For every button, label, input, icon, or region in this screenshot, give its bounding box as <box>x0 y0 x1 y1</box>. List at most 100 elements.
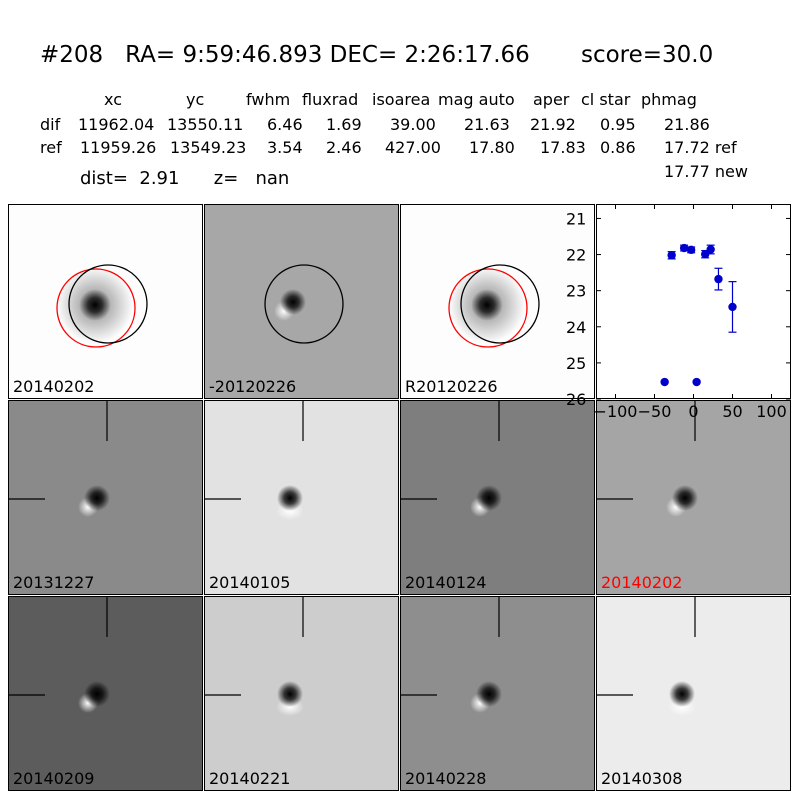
table-cell: 21.63 <box>464 115 510 134</box>
stamp-panel: 20140308 <box>596 596 791 791</box>
table-cell: 0.86 <box>600 138 636 157</box>
stamp-label: 20131227 <box>13 573 95 592</box>
stamp-panel: 20140202 <box>8 204 203 399</box>
star-blob <box>79 289 111 321</box>
stamp-label: R20120226 <box>405 377 498 396</box>
column-header: isoarea <box>372 90 431 109</box>
plot-frame <box>596 204 791 399</box>
y-tick-label: 22 <box>566 246 586 265</box>
column-header: mag auto <box>438 90 515 109</box>
stamp-image <box>205 205 398 398</box>
stamp-label: 20140221 <box>209 769 291 788</box>
table-cell: 3.54 <box>267 138 303 157</box>
x-tick-label: −50 <box>638 402 672 421</box>
table-cell: 2.46 <box>326 138 362 157</box>
y-tick-label: 25 <box>566 354 586 373</box>
stamp-panel: 20140221 <box>204 596 399 791</box>
stamp-label: 20140308 <box>601 769 683 788</box>
data-point <box>667 251 676 260</box>
table-cell: 13550.11 <box>167 115 244 134</box>
data-point <box>660 377 669 387</box>
data-point <box>728 302 737 312</box>
y-tick-label: 24 <box>566 318 586 337</box>
stamp-panel: 20140228 <box>400 596 595 791</box>
stamp-panel: -20120226 <box>204 204 399 399</box>
y-tick-label: 21 <box>566 209 586 228</box>
table-cell: 11962.04 <box>78 115 155 134</box>
stamp-image <box>597 401 790 594</box>
spot-dark <box>277 681 303 707</box>
table-cell: 21.86 <box>664 115 710 134</box>
data-point <box>679 243 689 253</box>
data-point <box>686 245 696 255</box>
x-tick-label: 50 <box>722 402 742 421</box>
star-blob <box>471 289 503 321</box>
column-header: fluxrad <box>302 90 359 109</box>
table-cell: 13549.23 <box>170 138 247 157</box>
stamp-image <box>401 401 594 594</box>
light-curve-chart: 21 22 23 24 25 26 −100 −50 0 50 100 <box>566 204 791 421</box>
spot-dark <box>669 681 695 707</box>
table-cell: 17.80 <box>469 138 515 157</box>
y-tick-label: 23 <box>566 282 586 301</box>
stamp-label: 20140209 <box>13 769 95 788</box>
stamp-label: 20140124 <box>405 573 487 592</box>
row-label: ref <box>40 138 62 157</box>
table-cell: 6.46 <box>267 115 303 134</box>
table-cell: 1.69 <box>326 115 362 134</box>
red-aperture-circle <box>448 268 528 348</box>
table-cell: 17.72 ref <box>664 138 737 157</box>
y-tick-label: 26 <box>566 390 586 409</box>
phmag-new-value: 17.77 new <box>664 162 748 181</box>
stamp-label: -20120226 <box>209 377 297 396</box>
stamp-image <box>205 597 398 790</box>
black-aperture-circle <box>68 264 148 344</box>
stamp-label: 20140105 <box>209 573 291 592</box>
column-header: fwhm <box>246 90 291 109</box>
black-aperture-circle <box>264 264 344 344</box>
table-cell: 21.92 <box>530 115 576 134</box>
dipole-dark <box>476 681 502 707</box>
data-point <box>692 377 701 387</box>
stamp-panel: 20140105 <box>204 400 399 595</box>
column-header: xc <box>104 90 122 109</box>
table-cell: 11959.26 <box>80 138 157 157</box>
table-cell: 17.83 <box>540 138 586 157</box>
stamp-image <box>9 597 202 790</box>
stamp-panel: 20140202 <box>596 400 791 595</box>
column-header: phmag <box>641 90 697 109</box>
data-point <box>714 274 723 284</box>
dipole-dark <box>84 681 110 707</box>
stamp-image <box>401 597 594 790</box>
stamp-panel: 20131227 <box>8 400 203 595</box>
data-point <box>706 245 715 254</box>
page-title: #208 RA= 9:59:46.893 DEC= 2:26:17.66 sco… <box>40 42 714 68</box>
stamp-image <box>205 401 398 594</box>
stamp-label: 20140202 <box>601 573 683 592</box>
table-cell: 427.00 <box>385 138 441 157</box>
data-point <box>701 249 710 259</box>
dipole-dark <box>476 485 502 511</box>
stamp-panel: 20140209 <box>8 596 203 791</box>
dipole-dark <box>672 485 698 511</box>
dist-z-line: dist= 2.91 z= nan <box>80 168 290 189</box>
stamp-image <box>401 205 594 398</box>
column-header: yc <box>186 90 205 109</box>
table-cell: 39.00 <box>390 115 436 134</box>
x-tick-label: 100 <box>756 402 787 421</box>
dipole-dark <box>84 485 110 511</box>
stamp-image <box>9 205 202 398</box>
x-tick-label: −100 <box>594 402 638 421</box>
column-header: aper <box>533 90 570 109</box>
stamp-image <box>597 597 790 790</box>
table-cell: 0.95 <box>600 115 636 134</box>
stamp-image <box>9 401 202 594</box>
spot-dark <box>277 485 303 511</box>
stamp-label: 20140228 <box>405 769 487 788</box>
red-aperture-circle <box>56 268 136 348</box>
row-label: dif <box>40 115 61 134</box>
stamp-panel: 20140124 <box>400 400 595 595</box>
column-header: cl star <box>581 90 631 109</box>
black-aperture-circle <box>460 264 540 344</box>
x-tick-label: 0 <box>688 402 698 421</box>
